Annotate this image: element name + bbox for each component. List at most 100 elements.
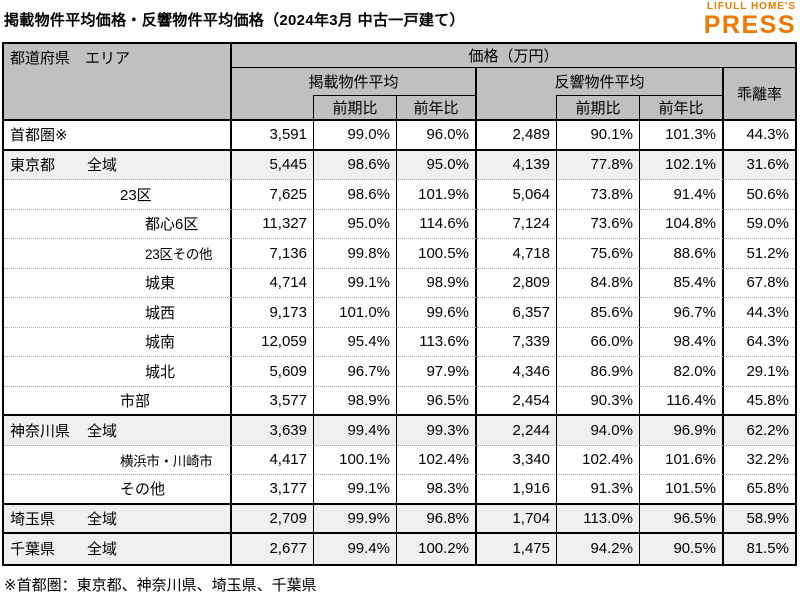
area-label: 城東 [145, 275, 176, 293]
cell-pref-area: 埼玉県 全域 [4, 504, 232, 534]
inquiry-prev-year-header: 前年比 [640, 95, 724, 121]
cell-inquiry-prev-period: 91.3% [557, 475, 640, 505]
cell-inquiry-prev-period: 90.1% [557, 121, 640, 151]
cell-listed-price: 4,714 [232, 268, 314, 298]
cell-pref-area: 城西 [4, 298, 232, 328]
cell-inquiry-price: 3,340 [477, 445, 557, 475]
cell-inquiry-prev-period: 94.2% [557, 534, 640, 564]
cell-deviation-rate: 44.3% [724, 298, 795, 328]
cell-listed-price: 3,591 [232, 121, 314, 151]
cell-inquiry-prev-year: 98.4% [640, 327, 724, 357]
cell-listed-prev-period: 96.7% [314, 357, 397, 387]
area-label: 都心6区 [145, 216, 199, 234]
table-row: 城東 4,714 99.1% 98.9% 2,809 84.8% 85.4% 67.8% [4, 268, 795, 298]
cell-deviation-rate: 45.8% [724, 386, 795, 416]
cell-pref-area: 23区 [4, 180, 232, 210]
cell-inquiry-price: 4,718 [477, 239, 557, 269]
cell-inquiry-price: 1,704 [477, 504, 557, 534]
area-label: 全域 [87, 510, 118, 528]
cell-inquiry-prev-year: 102.1% [640, 150, 724, 180]
cell-pref-area: 城南 [4, 327, 232, 357]
cell-inquiry-prev-year: 101.5% [640, 475, 724, 505]
cell-deviation-rate: 58.9% [724, 504, 795, 534]
cell-inquiry-prev-year: 88.6% [640, 239, 724, 269]
table-row: 23区その他 7,136 99.8% 100.5% 4,718 75.6% 88.6% 51.… [4, 239, 795, 269]
cell-listed-price: 7,625 [232, 180, 314, 210]
cell-inquiry-prev-period: 73.6% [557, 209, 640, 239]
cell-listed-prev-period: 98.9% [314, 386, 397, 416]
price-unit-header: 価格（万円） [232, 44, 795, 68]
cell-listed-prev-year: 98.9% [397, 268, 477, 298]
cell-inquiry-price: 4,139 [477, 150, 557, 180]
cell-listed-prev-year: 95.0% [397, 150, 477, 180]
listed-average-header: 掲載物件平均 [232, 68, 477, 95]
area-label: 全域 [87, 422, 118, 440]
cell-listed-prev-year: 113.6% [397, 327, 477, 357]
cell-inquiry-price: 4,346 [477, 357, 557, 387]
prefecture-label: 埼玉県 [10, 510, 56, 528]
corner-header: 都道府県 エリア [4, 44, 232, 121]
cell-listed-prev-period: 99.8% [314, 239, 397, 269]
cell-inquiry-prev-period: 77.8% [557, 150, 640, 180]
table-row: 城西 9,173 101.0% 99.6% 6,357 85.6% 96.7% 44.3% [4, 298, 795, 328]
cell-listed-prev-year: 98.3% [397, 475, 477, 505]
cell-inquiry-prev-period: 86.9% [557, 357, 640, 387]
cell-listed-prev-period: 95.4% [314, 327, 397, 357]
cell-listed-prev-period: 99.0% [314, 121, 397, 151]
table-row: 首都圏※ 3,591 99.0% 96.0% 2,489 90.1% 101.3% 44.3% [4, 121, 795, 151]
cell-inquiry-prev-year: 96.9% [640, 416, 724, 446]
cell-listed-price: 3,177 [232, 475, 314, 505]
area-label: 市部 [120, 392, 151, 410]
cell-inquiry-price: 2,809 [477, 268, 557, 298]
cell-pref-area: 都心6区 [4, 209, 232, 239]
cell-listed-prev-period: 100.1% [314, 445, 397, 475]
cell-pref-area: 神奈川県 全域 [4, 416, 232, 446]
cell-pref-area: 千葉県 全域 [4, 534, 232, 564]
cell-inquiry-prev-period: 73.8% [557, 180, 640, 210]
cell-inquiry-prev-period: 85.6% [557, 298, 640, 328]
table-row: 城南 12,059 95.4% 113.6% 7,339 66.0% 98.4% 64.3% [4, 327, 795, 357]
cell-inquiry-prev-period: 102.4% [557, 445, 640, 475]
cell-listed-prev-period: 101.0% [314, 298, 397, 328]
cell-pref-area: 城北 [4, 357, 232, 387]
cell-listed-price: 12,059 [232, 327, 314, 357]
inquiry-average-header: 反響物件平均 [477, 68, 724, 95]
cell-inquiry-price: 6,357 [477, 298, 557, 328]
cell-deviation-rate: 59.0% [724, 209, 795, 239]
area-label: 23区 [120, 186, 152, 204]
table-row: 横浜市・川崎市 4,417 100.1% 102.4% 3,340 102.4% 101.6… [4, 445, 795, 475]
cell-deviation-rate: 51.2% [724, 239, 795, 269]
cell-listed-prev-period: 95.0% [314, 209, 397, 239]
cell-inquiry-prev-year: 91.4% [640, 180, 724, 210]
cell-inquiry-prev-year: 96.5% [640, 504, 724, 534]
cell-inquiry-prev-period: 90.3% [557, 386, 640, 416]
area-label: 23区その他 [145, 247, 213, 263]
table-row: 埼玉県 全域 2,709 99.9% 96.8% 1,704 113.0% 96.5% 58.9… [4, 504, 795, 534]
table-row: 城北 5,609 96.7% 97.9% 4,346 86.9% 82.0% 29.1% [4, 357, 795, 387]
table-row: 23区 7,625 98.6% 101.9% 5,064 73.8% 91.4% 50.6% [4, 180, 795, 210]
cell-deviation-rate: 81.5% [724, 534, 795, 564]
table-row: 東京都 全域 5,445 98.6% 95.0% 4,139 77.8% 102.1% 31.6… [4, 150, 795, 180]
listed-price-subheader-blank [232, 95, 314, 121]
cell-deviation-rate: 32.2% [724, 445, 795, 475]
header-row-groups: 掲載物件平均 反響物件平均 乖離率 [4, 68, 795, 121]
cell-listed-prev-period: 98.6% [314, 180, 397, 210]
cell-inquiry-prev-period: 75.6% [557, 239, 640, 269]
cell-inquiry-price: 2,244 [477, 416, 557, 446]
cell-inquiry-price: 2,489 [477, 121, 557, 151]
cell-pref-area: 東京都 全域 [4, 150, 232, 180]
area-label: その他 [120, 481, 166, 499]
cell-inquiry-prev-year: 104.8% [640, 209, 724, 239]
cell-deviation-rate: 62.2% [724, 416, 795, 446]
cell-listed-prev-period: 99.4% [314, 416, 397, 446]
cell-inquiry-price: 2,454 [477, 386, 557, 416]
prefecture-label: 東京都 [10, 157, 56, 175]
cell-inquiry-price: 7,124 [477, 209, 557, 239]
cell-listed-price: 4,417 [232, 445, 314, 475]
cell-listed-price: 5,609 [232, 357, 314, 387]
cell-listed-prev-period: 99.9% [314, 504, 397, 534]
cell-listed-prev-year: 96.0% [397, 121, 477, 151]
deviation-rate-header: 乖離率 [724, 68, 795, 121]
inquiry-prev-period-header: 前期比 [557, 95, 640, 121]
cell-deviation-rate: 31.6% [724, 150, 795, 180]
